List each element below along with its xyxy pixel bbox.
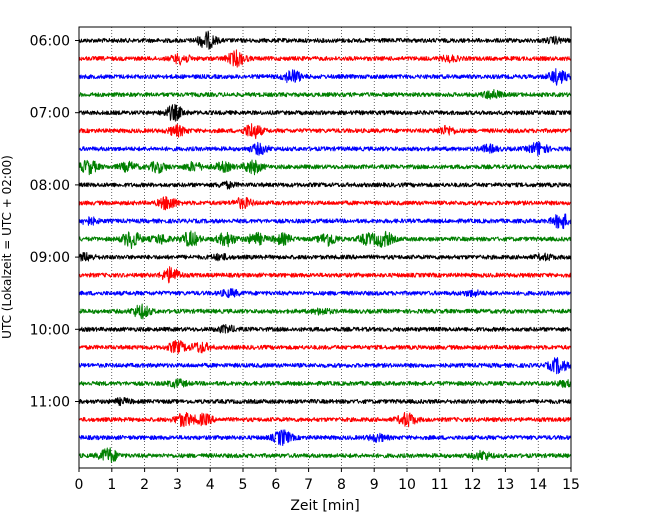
trace-line	[78, 230, 572, 249]
x-tick-label: 11	[431, 477, 449, 493]
trace-line	[78, 429, 572, 447]
x-tick-label: 5	[239, 477, 248, 493]
x-tick-label: 3	[173, 477, 182, 493]
trace-line	[78, 288, 572, 299]
y-tick-label: 11:00	[30, 395, 70, 411]
x-tick-label: 1	[107, 477, 116, 493]
x-tick-label: 14	[529, 477, 547, 493]
x-tick-label: 7	[304, 477, 313, 493]
trace-line	[78, 357, 572, 375]
y-tick-label: 07:00	[30, 106, 70, 122]
trace-line	[78, 88, 572, 100]
x-tick-label: 13	[496, 477, 514, 493]
trace-line	[78, 103, 572, 122]
trace-line	[78, 396, 572, 407]
trace-line	[78, 339, 572, 355]
y-tick-label: 09:00	[30, 250, 70, 266]
y-tick-label: 08:00	[30, 178, 70, 194]
trace-line	[78, 195, 572, 211]
x-tick-label: 4	[206, 477, 215, 493]
trace-line	[78, 141, 572, 157]
trace-line	[78, 180, 572, 190]
trace-line	[78, 411, 572, 428]
x-axis: 0 1 2 3 4 5 6 7 8 9 10 11 12 13 14 15	[75, 468, 580, 493]
y-tick-label: 10:00	[30, 322, 70, 338]
trace-line	[78, 378, 572, 389]
trace-line	[78, 323, 572, 334]
x-tick-label: 9	[370, 477, 379, 493]
y-axis-label: UTC (Lokalzeit = UTC + 02:00)	[0, 155, 14, 339]
x-tick-label: 6	[271, 477, 280, 493]
x-tick-label: 2	[140, 477, 149, 493]
plot-frame	[78, 26, 572, 469]
x-tick-label: 10	[398, 477, 416, 493]
x-tick-label: 0	[75, 477, 84, 493]
trace-line	[78, 123, 572, 140]
trace-line	[78, 251, 572, 262]
trace-line	[78, 49, 572, 68]
x-axis-label: Zeit [min]	[290, 498, 359, 514]
trace-line	[78, 213, 572, 230]
x-tick-label: 12	[464, 477, 482, 493]
trace-line	[78, 266, 572, 284]
trace-line	[78, 303, 572, 320]
y-tick-label: 06:00	[30, 34, 70, 50]
y-axis: 06:00 07:00 08:00 09:00 10:00 11:00	[30, 34, 79, 411]
trace-line	[78, 159, 572, 176]
trace-line	[78, 30, 572, 50]
trace-layer	[78, 30, 572, 463]
x-tick-label: 15	[562, 477, 580, 493]
trace-line	[78, 68, 572, 86]
x-tick-label: 8	[337, 477, 346, 493]
trace-line	[78, 447, 572, 463]
